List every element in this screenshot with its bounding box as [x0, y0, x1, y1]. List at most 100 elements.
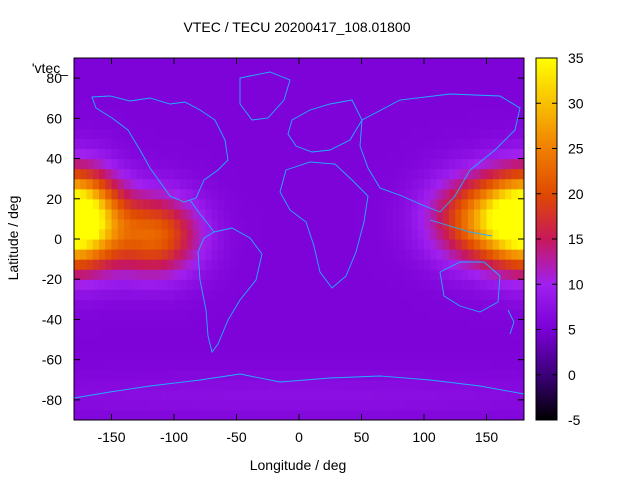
heat-cell — [167, 88, 175, 99]
heat-cell — [242, 389, 250, 401]
heat-cell — [367, 78, 375, 89]
heat-cell — [455, 158, 463, 170]
heat-cell — [199, 88, 206, 99]
heat-cell — [230, 269, 238, 280]
heat-cell — [399, 319, 406, 331]
heat-cell — [217, 168, 225, 180]
heat-cell — [449, 228, 456, 240]
heat-cell — [92, 138, 100, 150]
heat-cell — [105, 68, 113, 79]
heat-cell — [355, 228, 363, 240]
heat-cell — [305, 98, 313, 109]
heat-cell — [499, 88, 506, 99]
heat-cell — [467, 58, 475, 69]
heat-cell — [174, 329, 181, 341]
heat-cell — [499, 409, 506, 420]
heat-cell — [267, 128, 275, 140]
heat-cell — [224, 279, 231, 290]
heat-cell — [511, 409, 519, 420]
heat-cell — [280, 178, 288, 190]
heat-cell — [186, 228, 194, 240]
heat-cell — [511, 138, 519, 150]
heat-cell — [74, 319, 81, 331]
heat-cell — [342, 339, 350, 351]
heat-cell — [111, 138, 119, 150]
heat-cell — [405, 349, 413, 361]
heat-cell — [299, 279, 306, 290]
heat-cell — [342, 299, 350, 310]
heat-cell — [511, 329, 519, 341]
heat-cell — [180, 148, 188, 160]
heat-cell — [111, 289, 119, 300]
heat-cell — [474, 379, 481, 391]
heat-cell — [517, 399, 524, 411]
heat-cell — [399, 98, 406, 109]
heat-cell — [155, 409, 163, 420]
heat-cell — [486, 138, 494, 150]
heat-cell — [492, 58, 500, 69]
heat-cell — [86, 108, 94, 119]
heat-cell — [386, 158, 394, 170]
heat-cell — [274, 329, 281, 341]
heat-cell — [105, 208, 113, 220]
heat-cell — [380, 269, 388, 280]
heat-cell — [517, 249, 524, 260]
heat-cell — [380, 339, 388, 351]
heat-cell — [311, 279, 319, 290]
heat-cell — [286, 98, 294, 109]
heat-cell — [105, 118, 113, 129]
heat-cell — [205, 309, 213, 321]
heat-cell — [267, 279, 275, 290]
heat-cell — [367, 208, 375, 220]
heat-cell — [117, 158, 125, 170]
heat-cell — [74, 369, 81, 381]
heat-cell — [142, 148, 150, 160]
heat-cell — [349, 68, 356, 79]
heat-cell — [461, 118, 469, 129]
heat-cell — [117, 88, 125, 99]
heat-cell — [367, 349, 375, 361]
heat-cell — [292, 78, 300, 89]
heat-cell — [136, 279, 144, 290]
heat-cell — [92, 148, 100, 160]
heat-cell — [424, 319, 431, 331]
heat-cell — [224, 118, 231, 129]
heat-cell — [186, 249, 194, 260]
heat-cell — [111, 389, 119, 401]
heat-cell — [399, 329, 406, 341]
heat-cell — [449, 389, 456, 401]
heat-cell — [299, 349, 306, 361]
heat-cell — [249, 148, 256, 160]
heat-cell — [392, 399, 400, 411]
heat-cell — [130, 88, 138, 99]
heat-cell — [330, 389, 338, 401]
heat-cell — [130, 299, 138, 310]
heat-cell — [86, 168, 94, 180]
heat-cell — [505, 299, 513, 310]
heat-cell — [474, 78, 481, 89]
chart-title: VTEC / TECU 20200417_108.01800 — [183, 19, 410, 35]
heat-cell — [486, 178, 494, 190]
heat-cell — [124, 269, 131, 280]
heat-cell — [386, 409, 394, 420]
heat-cell — [405, 259, 413, 270]
heat-cell — [367, 228, 375, 240]
heat-cell — [499, 239, 506, 250]
heat-cell — [380, 198, 388, 210]
heat-cell — [117, 138, 125, 150]
heat-cell — [111, 269, 119, 280]
heat-cell — [386, 188, 394, 200]
heat-cell — [474, 138, 481, 150]
heat-cell — [399, 138, 406, 150]
heat-cell — [342, 68, 350, 79]
heat-cell — [361, 269, 369, 280]
heat-cell — [280, 389, 288, 401]
heat-cell — [155, 359, 163, 371]
heat-cell — [317, 58, 325, 69]
heat-cell — [467, 198, 475, 210]
heat-cell — [492, 269, 500, 280]
heat-cell — [361, 88, 369, 99]
heat-cell — [455, 98, 463, 109]
heat-cell — [142, 218, 150, 230]
heat-cell — [386, 68, 394, 79]
